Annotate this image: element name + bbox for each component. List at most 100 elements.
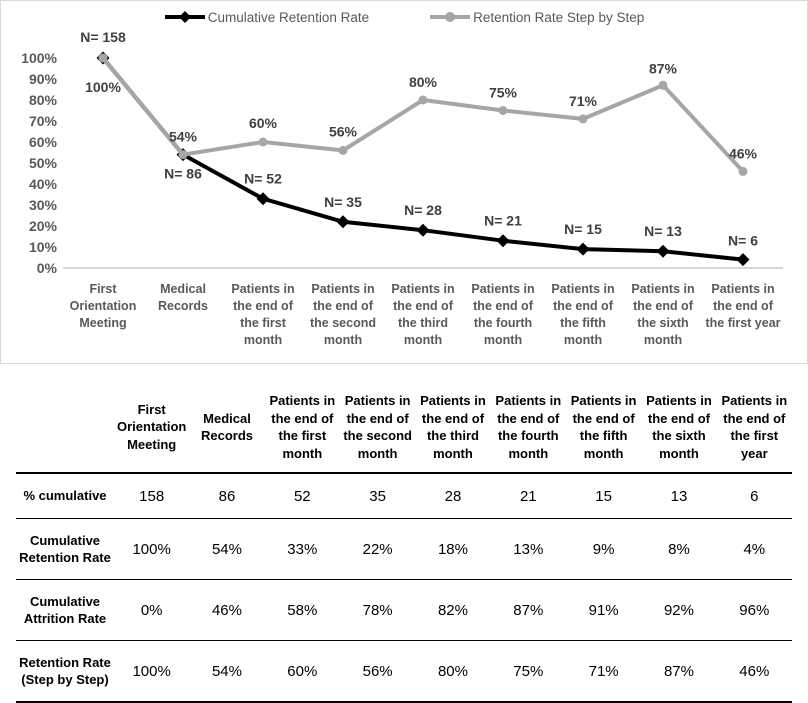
marker-circle-icon: [178, 150, 188, 160]
table-cell: 100%: [114, 640, 190, 703]
table-cell: 87%: [490, 579, 566, 642]
table-cell: 13: [641, 473, 717, 520]
table-cell: 92%: [641, 579, 717, 642]
x-axis-label: First Orientation Meeting: [69, 282, 137, 330]
table-cell: 8%: [641, 518, 717, 581]
marker-diamond-icon: [656, 244, 670, 258]
table-cell: 96%: [716, 579, 792, 642]
table-cell: 46%: [189, 579, 265, 642]
table-cell: 54%: [189, 518, 265, 581]
table-cell: 15: [565, 473, 642, 520]
table-header-cell: Patients in the end of the third month: [415, 384, 491, 475]
row-label: Retention Rate (Step by Step): [16, 640, 114, 703]
marker-circle-icon: [258, 137, 268, 147]
point-label: N= 52: [244, 171, 282, 187]
point-label: 60%: [249, 115, 278, 131]
table-row: Retention Rate (Step by Step) 100% 54% 60% 5…: [16, 640, 792, 703]
x-axis-label: Patients in the end of the second month: [310, 282, 376, 347]
row-label: Cumulative Attrition Rate: [16, 579, 114, 642]
point-label: 80%: [409, 74, 438, 90]
table-cell: 6: [716, 473, 792, 520]
table-cell: 78%: [339, 579, 416, 642]
row-label: % cumulative: [16, 473, 114, 520]
x-axis-label: Patients in the end of the first month: [231, 282, 295, 347]
marker-diamond-icon: [496, 234, 510, 248]
marker-circle-icon: [738, 166, 748, 176]
table-cell: 75%: [490, 640, 566, 703]
table-header-cell: Medical Records: [189, 384, 265, 475]
table-cell: 46%: [716, 640, 792, 703]
table-cell: 80%: [415, 640, 491, 703]
point-label: N= 15: [564, 221, 602, 237]
chart-legend: Cumulative Retention Rate Retention Rate…: [1, 9, 807, 25]
point-label: N= 21: [484, 213, 522, 229]
table-cell: 22%: [339, 518, 416, 581]
table-cell: 9%: [565, 518, 642, 581]
table-cell: 0%: [114, 579, 190, 642]
point-label: N= 6: [728, 233, 758, 249]
y-tick-label: 40%: [29, 176, 58, 192]
point-label: 71%: [569, 93, 598, 109]
y-tick-label: 50%: [29, 155, 58, 171]
marker-diamond-icon: [416, 223, 430, 237]
x-axis-label: Patients in the end of the first year: [705, 282, 781, 330]
marker-circle-icon: [98, 53, 108, 63]
point-label: N= 158: [80, 29, 126, 45]
marker-diamond-icon: [336, 215, 350, 229]
point-label: N= 13: [644, 223, 682, 239]
table-corner-cell: [16, 384, 114, 475]
legend-item-step-by-step: Retention Rate Step by Step: [429, 9, 644, 25]
marker-circle-icon: [498, 106, 508, 115]
x-axis-label: Medical Records: [157, 282, 209, 313]
table-header-cell: Patients in the end of the second month: [339, 384, 416, 475]
row-label: Cumulative Retention Rate: [16, 518, 114, 581]
legend-item-cumulative-retention: Cumulative Retention Rate: [164, 9, 369, 25]
table-cell: 35: [339, 473, 416, 520]
table-cell: 56%: [339, 640, 416, 703]
table-cell: 4%: [716, 518, 792, 581]
y-tick-label: 20%: [29, 218, 58, 234]
marker-circle-icon: [418, 95, 428, 105]
y-tick-label: 80%: [29, 92, 58, 108]
point-label: N= 86: [164, 166, 202, 182]
y-tick-label: 100%: [21, 50, 57, 66]
table-cell: 28: [415, 473, 491, 520]
x-axis-labels: First Orientation Meeting Medical Records…: [63, 281, 783, 349]
point-label: 75%: [489, 85, 518, 101]
legend-label-step-by-step: Retention Rate Step by Step: [473, 9, 645, 25]
table-cell: 18%: [415, 518, 491, 581]
retention-chart-figure: Cumulative Retention Rate Retention Rate…: [0, 0, 808, 364]
point-label: N= 35: [324, 194, 362, 210]
table-header-cell: First Orientation Meeting: [114, 384, 190, 475]
chart-svg: 100% 90% 80% 70% 60% 50% 40% 30% 20% 10% 0% N= 158 N…: [21, 29, 783, 276]
y-tick-label: 60%: [29, 134, 58, 150]
point-label: 87%: [649, 60, 678, 76]
marker-diamond-icon: [736, 253, 750, 267]
table-cell: 87%: [641, 640, 717, 703]
x-axis-label: Patients in the end of the sixth month: [631, 282, 695, 347]
legend-label-cumulative-retention: Cumulative Retention Rate: [207, 9, 370, 25]
table-header-cell: Patients in the end of the fourth month: [490, 384, 566, 475]
point-label: 54%: [169, 129, 198, 145]
marker-diamond-icon: [576, 242, 590, 256]
table-row: % cumulative 158 86 52 35 28 21 15 13 6: [16, 473, 792, 520]
point-label: 56%: [329, 123, 358, 139]
table-row: Cumulative Retention Rate 100% 54% 33% 22% 18…: [16, 518, 792, 581]
marker-circle-icon: [578, 114, 588, 124]
retention-data-table: First Orientation Meeting Medical Records…: [16, 384, 792, 703]
x-axis-label: Patients in the end of the fourth month: [471, 282, 535, 347]
table-header-cell: Patients in the end of the sixth month: [641, 384, 717, 475]
y-tick-label: 70%: [29, 113, 58, 129]
point-label: N= 28: [404, 202, 442, 218]
table-cell: 100%: [114, 518, 190, 581]
table-cell: 54%: [189, 640, 265, 703]
legend-swatch-black-diamond-icon: [164, 11, 205, 23]
table-header-cell: Patients in the end of the fifth month: [565, 384, 642, 475]
marker-circle-icon: [658, 80, 668, 90]
table-cell: 33%: [264, 518, 340, 581]
x-axis-label: Patients in the end of the third month: [391, 282, 455, 347]
marker-diamond-icon: [256, 192, 270, 206]
y-tick-label: 0%: [37, 260, 58, 276]
table-cell: 52: [264, 473, 340, 520]
table-header-cell: Patients in the end of the first year: [716, 384, 792, 475]
